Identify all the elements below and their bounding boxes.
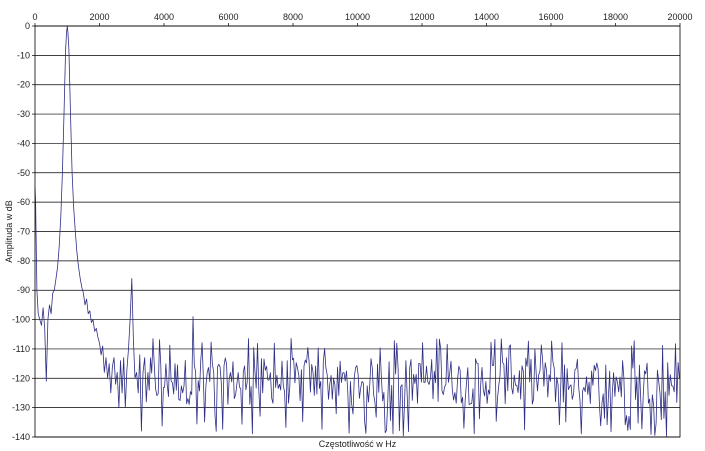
- series-group: [34, 25, 680, 437]
- x-tick-label: 18000: [603, 12, 628, 22]
- x-tick-label: 8000: [283, 12, 303, 22]
- x-tick-label: 16000: [538, 12, 563, 22]
- y-tick-label: -40: [17, 138, 30, 148]
- x-axis-title: Częstotliwość w Hz: [319, 439, 397, 449]
- y-tick-label: -10: [17, 50, 30, 60]
- x-tick-label: 12000: [409, 12, 434, 22]
- y-tick-label: -80: [17, 256, 30, 266]
- x-tick-label: 10000: [345, 12, 370, 22]
- x-tick-label: 14000: [474, 12, 499, 22]
- y-tick-label: -140: [12, 432, 30, 442]
- y-tick-label: 0: [25, 21, 30, 31]
- y-axis-title: Amplituda w dB: [4, 200, 14, 263]
- y-tick-label: -20: [17, 80, 30, 90]
- x-tick-label: 4000: [154, 12, 174, 22]
- y-tick-label: -90: [17, 285, 30, 295]
- x-tick-label: 0: [32, 12, 37, 22]
- x-tick-label: 6000: [218, 12, 238, 22]
- plot-frame: [34, 25, 681, 438]
- y-tick-label: -110: [13, 344, 30, 354]
- y-tick-label: -120: [12, 373, 30, 383]
- gridlines: [32, 23, 681, 438]
- y-tick-labels: 0 -10 -20 -30 -40 -50 -60 -70 -80 -90 -100 -110 -120…: [12, 21, 30, 442]
- x-tick-labels: 0 2000 4000 6000 8000 10000 12000 14000 16000 180…: [32, 12, 692, 22]
- y-tick-label: -70: [17, 227, 30, 237]
- spectrum-series-line: [34, 25, 680, 437]
- y-tick-label: -50: [17, 168, 30, 178]
- y-tick-label: -60: [17, 197, 30, 207]
- y-tick-label: -130: [12, 403, 30, 413]
- y-tick-label: -30: [17, 109, 30, 119]
- x-tick-label: 2000: [89, 12, 109, 22]
- y-tick-label: -100: [12, 315, 30, 325]
- x-tick-label: 20000: [667, 12, 692, 22]
